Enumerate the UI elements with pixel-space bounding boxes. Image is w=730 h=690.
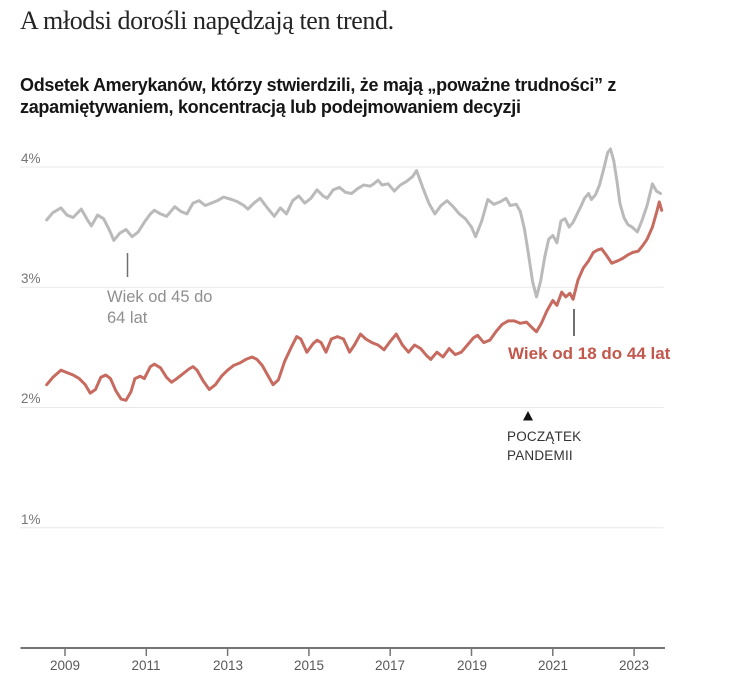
- series-18-44-line: [45, 200, 664, 402]
- series-label-45-64: Wiek od 45 do 64 lat: [107, 287, 212, 329]
- pandemic-annotation: POCZĄTEK PANDEMII: [507, 428, 581, 465]
- x-tick-label-2011: 2011: [131, 658, 161, 673]
- y-tick-label-2: 2%: [21, 391, 41, 406]
- pandemic-annotation-line1: POCZĄTEK: [507, 429, 582, 444]
- y-tick-label-1: 1%: [21, 512, 41, 527]
- y-tick-label-3: 3%: [21, 271, 41, 286]
- x-tick-label-2009: 2009: [49, 658, 81, 673]
- x-tick-label-2019: 2019: [456, 658, 488, 673]
- x-tick-label-2023: 2023: [618, 658, 650, 673]
- chart-subtitle: Odsetek Amerykanów, którzy stwierdzili, …: [20, 75, 617, 117]
- series-label-45-64-line2: 64 lat: [107, 309, 148, 327]
- pandemic-triangle-icon: [523, 411, 533, 421]
- series-label-18-44: Wiek od 18 do 44 lat: [508, 344, 671, 363]
- x-axis: [20, 647, 665, 656]
- series-45-64-line: [45, 147, 662, 299]
- gridlines: [20, 166, 664, 529]
- x-tick-label-2015: 2015: [293, 658, 325, 673]
- x-tick-label-2013: 2013: [212, 658, 244, 673]
- y-tick-label-4: 4%: [21, 151, 41, 166]
- page-title: A młodsi dorośli napędzają ten trend.: [20, 6, 394, 35]
- series-label-45-64-line1: Wiek od 45 do: [107, 288, 213, 306]
- pandemic-annotation-line2: PANDEMII: [507, 447, 573, 463]
- x-tick-label-2017: 2017: [374, 658, 406, 673]
- x-tick-label-2021: 2021: [537, 658, 569, 673]
